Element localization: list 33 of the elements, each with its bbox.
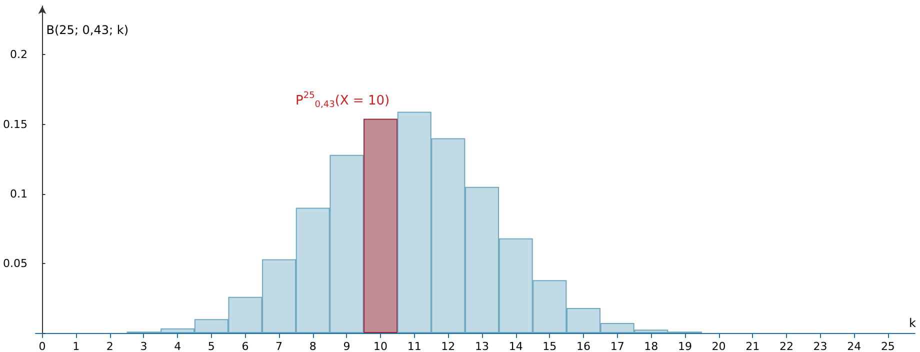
x-tick-label: 7 [276,340,283,352]
y-tick-label: 0.15 [2,118,28,131]
x-tick-label: 13 [475,340,490,352]
x-tick-label: 14 [508,340,523,352]
x-axis-title: k [909,316,916,330]
x-tick-label: 24 [847,340,862,352]
x-tick-label: 12 [441,340,456,352]
x-tick-label: 20 [712,340,726,352]
x-tick-label: 10 [374,340,388,352]
bar [364,118,398,333]
x-tick-label: 22 [779,340,794,352]
x-tick-label: 18 [644,340,658,352]
x-tick-label: 19 [678,340,692,352]
y-axis-title: B(25; 0,43; k) [46,23,129,37]
x-tick-label: 8 [309,340,316,352]
x-tick-label: 6 [242,340,249,352]
x-tick-label: 0 [38,340,46,352]
x-tick-label: 1 [72,340,80,352]
x-tick-label: 11 [407,340,422,352]
x-tick-label: 21 [746,340,760,352]
x-tick-label: 15 [542,340,557,352]
x-tick-label: 2 [106,340,114,352]
x-tick-label: 9 [343,340,350,352]
x-tick-label: 17 [610,340,624,352]
y-tick-label: 0.2 [10,48,28,62]
y-tick-label: 0.1 [10,187,28,200]
x-tick-label: 4 [174,340,182,352]
x-tick-label: 23 [813,340,828,352]
x-tick-label: 25 [880,340,895,352]
x-tick-label: 16 [576,340,590,352]
x-tick-label: 5 [208,340,215,352]
x-tick-label: 3 [140,340,148,352]
y-tick-label: 0.05 [2,256,28,270]
